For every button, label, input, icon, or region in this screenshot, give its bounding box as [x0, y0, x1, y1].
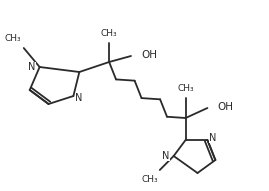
- Text: N: N: [210, 133, 217, 143]
- Text: N: N: [75, 93, 83, 103]
- Text: CH₃: CH₃: [4, 34, 21, 43]
- Text: N: N: [162, 151, 170, 161]
- Text: N: N: [28, 62, 36, 72]
- Text: OH: OH: [141, 50, 157, 60]
- Text: OH: OH: [217, 102, 233, 112]
- Text: CH₃: CH₃: [101, 29, 118, 38]
- Text: CH₃: CH₃: [177, 84, 194, 93]
- Text: CH₃: CH₃: [141, 175, 158, 184]
